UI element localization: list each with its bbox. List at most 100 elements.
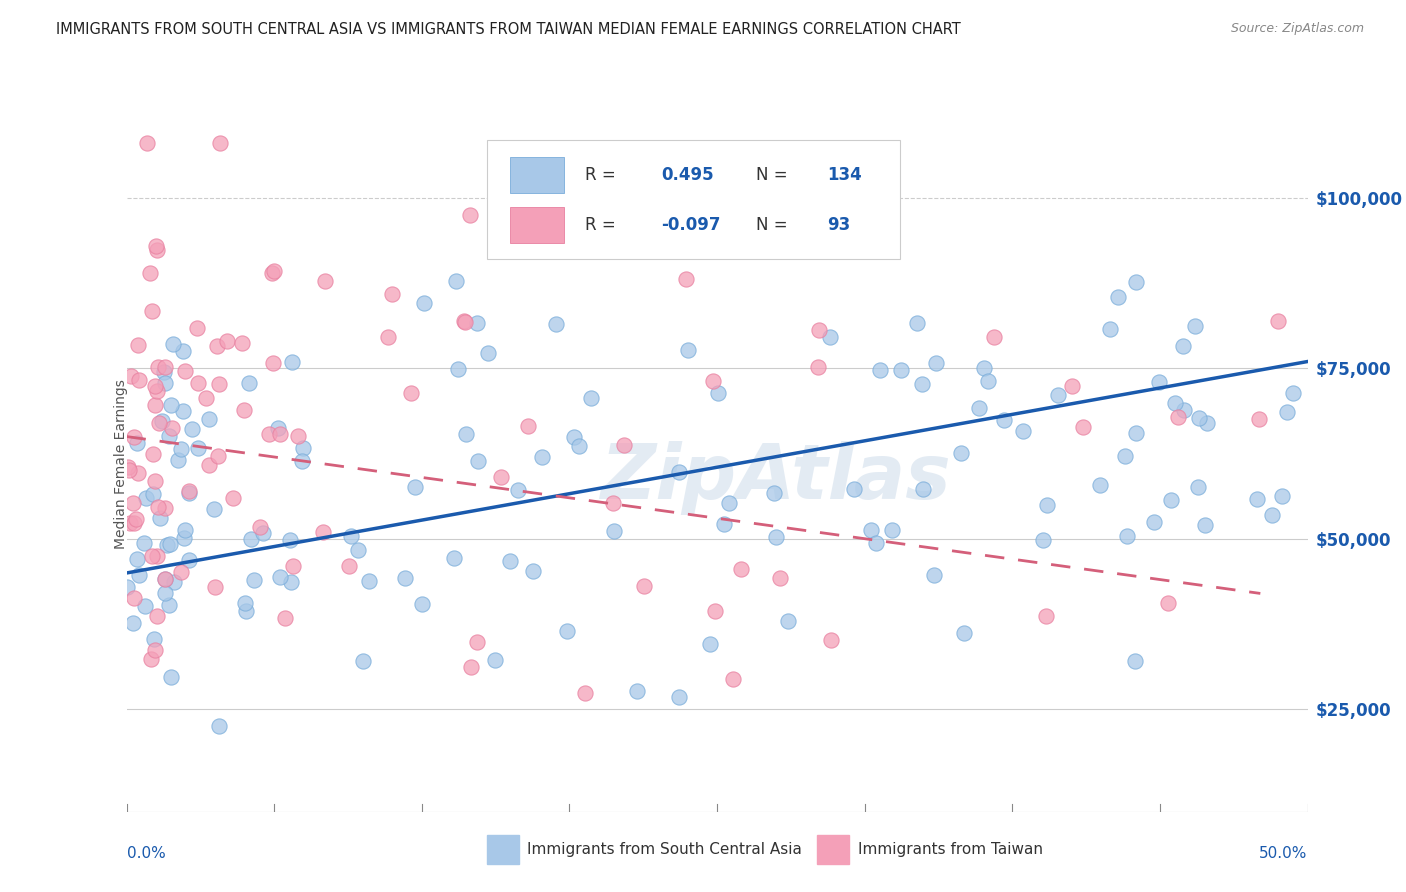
Point [568,439,591,453]
Point [280,574,302,589]
Point [128,373,150,387]
Point [924,356,946,370]
Point [1282,386,1305,401]
Point [122,516,145,531]
Point [146,359,169,374]
Point [233,596,256,610]
Point [150,415,173,429]
Point [1011,424,1033,438]
Point [170,565,193,579]
Point [187,376,209,391]
Point [730,562,752,576]
Point [197,412,219,426]
Text: 93: 93 [827,216,851,234]
Point [177,485,200,500]
Point [121,615,143,630]
Point [312,524,335,539]
Point [143,474,166,488]
Point [399,385,422,400]
Point [413,296,436,310]
Point [443,550,465,565]
Point [1125,426,1147,441]
Point [143,643,166,657]
Point [1125,276,1147,290]
Point [1115,529,1137,543]
FancyBboxPatch shape [510,207,564,243]
Point [860,523,883,537]
Point [263,264,285,278]
Point [145,243,167,257]
Point [207,339,229,353]
Point [1247,412,1270,426]
Point [808,323,831,337]
Point [602,496,624,510]
Point [208,376,231,391]
Point [159,536,181,550]
Point [544,317,567,331]
Point [465,635,488,649]
Point [1036,498,1059,512]
Point [122,591,145,605]
Point [447,361,470,376]
Point [141,549,163,563]
Point [159,671,181,685]
Text: 0.495: 0.495 [662,166,714,184]
Point [1157,596,1180,610]
Point [274,611,297,625]
Point [283,559,305,574]
Point [411,598,433,612]
Point [703,603,725,617]
Point [865,535,887,549]
Point [460,660,482,674]
Point [456,426,478,441]
Point [278,533,301,547]
Point [232,402,254,417]
Text: N =: N = [756,216,787,234]
Point [1275,405,1298,419]
Point [127,467,149,481]
Point [1261,508,1284,523]
Point [613,438,636,452]
Text: Immigrants from Taiwan: Immigrants from Taiwan [858,842,1043,856]
Point [186,320,208,334]
Point [143,398,166,412]
Point [239,532,262,546]
Point [162,337,184,351]
Point [155,500,177,515]
Point [287,429,309,443]
Point [291,454,314,468]
Point [668,690,690,704]
Point [718,496,741,510]
Point [148,416,170,430]
Point [145,238,167,252]
Point [115,581,138,595]
Point [163,575,186,590]
Point [517,419,540,434]
Point [484,653,506,667]
Point [453,314,475,328]
Point [531,450,554,465]
Point [763,486,786,500]
Point [1188,410,1211,425]
Point [967,401,990,415]
Point [173,404,195,418]
Point [157,598,180,612]
Point [269,569,291,583]
Point [127,338,149,352]
Point [574,686,596,700]
Text: R =: R = [585,216,616,234]
Point [153,585,176,599]
Point [249,520,271,534]
Point [668,465,690,479]
Point [155,538,177,552]
Text: R =: R = [585,166,616,184]
Point [678,343,700,357]
Point [243,574,266,588]
Point [172,343,194,358]
Point [713,516,735,531]
Point [912,482,935,496]
Point [1114,449,1136,463]
Point [157,428,180,442]
Point [1107,290,1129,304]
Point [209,136,232,151]
